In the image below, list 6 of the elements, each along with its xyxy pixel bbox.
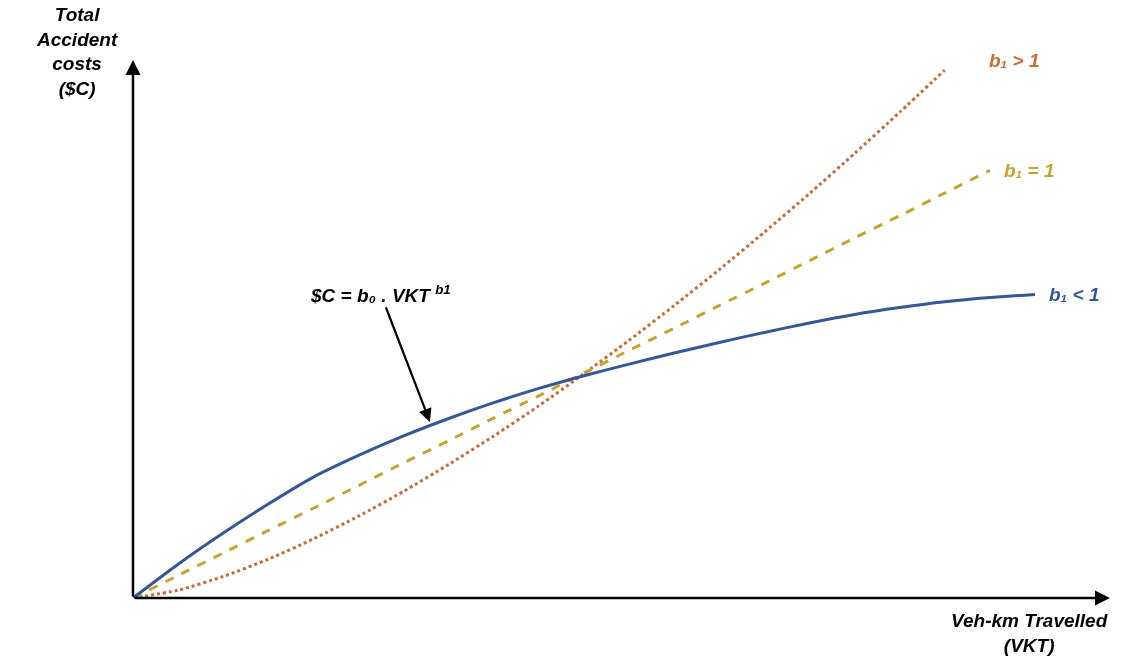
series-label: b₁ < 1 (1049, 284, 1100, 305)
y-axis-title: Total Accident costs ($C) (36, 4, 118, 100)
series-label: b₁ = 1 (1004, 160, 1055, 181)
x-axis-title: Veh-km Travelled (VKT) (951, 610, 1108, 656)
annotation: $C = b₀ . VKT $^{b1}$ (310, 282, 451, 306)
text: b₁ > 1 (989, 50, 1040, 71)
